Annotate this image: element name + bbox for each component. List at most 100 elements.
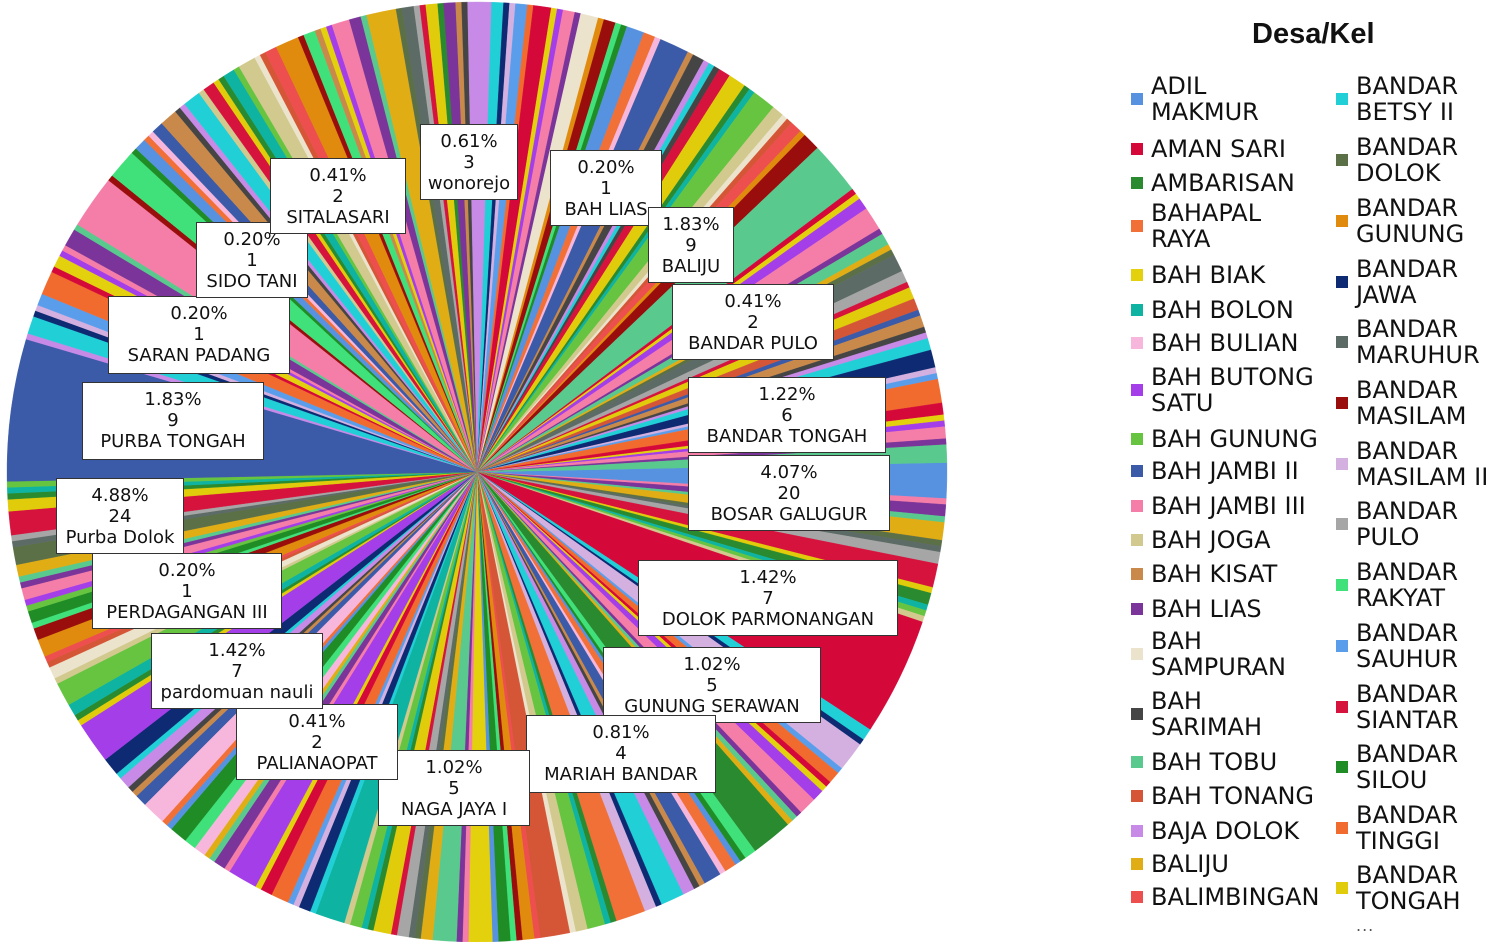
slice-callout: 4.88% 24 Purba Dolok [56,478,184,554]
slice-name: PALIANAOPAT [256,753,378,774]
slice-name: SARAN PADANG [127,345,271,366]
legend-item: BANDAR GUNUNG [1336,195,1464,247]
legend-label: BAH KISAT [1151,560,1278,588]
legend-swatch [1131,756,1143,768]
legend-swatch [1131,433,1143,445]
legend-swatch [1336,640,1348,652]
legend-swatch [1336,822,1348,834]
legend-swatch [1336,579,1348,591]
legend-item: BAH BULIAN [1131,330,1298,356]
legend-item: BANDAR SAUHUR [1336,620,1458,672]
legend-label: BAHAPAL RAYA [1151,199,1262,253]
slice-count: 7 [762,588,774,609]
legend-swatch [1131,858,1143,870]
slice-count: 1 [600,178,612,199]
slice-callout: 1.02% 5 GUNUNG SERAWAN [603,647,821,723]
legend-item: BANDAR TINGGI [1336,802,1458,854]
legend-item: BANDAR PULO [1336,498,1458,550]
legend-label: BAH SAMPURAN [1151,627,1286,681]
slice-callout: 1.02% 5 NAGA JAYA I [378,750,530,826]
legend-swatch [1336,93,1348,105]
slice-percent: 0.20% [577,157,635,178]
legend-swatch [1336,761,1348,773]
slice-callout: 0.20% 1 PERDAGANGAN III [92,553,282,629]
slice-callout: 0.41% 2 BANDAR PULO [672,284,834,360]
legend-swatch [1131,269,1143,281]
legend-item: BAHAPAL RAYA [1131,200,1261,252]
legend-swatch [1131,568,1143,580]
legend-item: BANDAR BETSY II [1336,73,1458,125]
legend-item: BAH BIAK [1131,262,1265,288]
legend-swatch [1131,891,1143,903]
slice-name: Purba Dolok [65,527,175,548]
legend-label: BAJA DOLOK [1151,817,1300,845]
legend-label: BAH GUNUNG [1151,425,1318,453]
legend-item: BAH TOBU [1131,749,1277,775]
legend-swatch [1336,882,1348,894]
slice-name: BANDAR PULO [688,333,818,354]
slice-percent: 0.41% [724,291,782,312]
legend-item: BANDAR SIANTAR [1336,681,1459,733]
legend-swatch [1131,500,1143,512]
legend-item: BAH LIAS [1131,596,1262,622]
legend-label: BANDAR SIANTAR [1356,680,1459,734]
legend-item: BALIMBINGAN [1131,884,1320,910]
slice-name: BOSAR GALUGUR [710,504,868,525]
legend-label: BALIJU [1151,850,1229,878]
legend-label: BAH TONANG [1151,782,1315,810]
legend-swatch [1131,534,1143,546]
slice-percent: 4.07% [760,462,818,483]
slice-percent: 1.83% [662,214,720,235]
slice-count: 5 [706,675,718,696]
slice-count: 2 [747,312,759,333]
slice-name: BANDAR TONGAH [706,426,868,447]
slice-percent: 0.20% [158,560,216,581]
slice-count: 1 [193,324,205,345]
legend-item: BAH JAMBI II [1131,458,1299,484]
legend-label: BANDAR GUNUNG [1356,194,1465,248]
legend-swatch [1131,384,1143,396]
legend-swatch [1131,825,1143,837]
legend-swatch [1131,177,1143,189]
legend-swatch [1336,458,1348,470]
slice-percent: 0.41% [288,711,346,732]
slice-callout: 0.20% 1 BAH LIAS [550,150,662,226]
slice-name: pardomuan nauli [160,682,314,703]
slice-percent: 0.20% [170,303,228,324]
legend-item: BAH SAMPURAN [1131,628,1286,680]
slice-percent: 1.02% [683,654,741,675]
slice-count: 5 [448,778,460,799]
slice-callout: 0.41% 2 SITALASARI [270,158,406,234]
slice-name: SITALASARI [286,207,390,228]
legend-item: BAH BOLON [1131,297,1294,323]
slice-callout: 1.42% 7 DOLOK PARMONANGAN [638,560,898,636]
slice-percent: 0.81% [592,722,650,743]
legend-label: BAH BUTONG SATU [1151,363,1314,417]
slice-count: 4 [615,743,627,764]
slice-name: GUNUNG SERAWAN [624,696,800,717]
slice-name: BALIJU [661,256,721,277]
slice-name: DOLOK PARMONANGAN [661,609,875,630]
slice-count: 7 [231,661,243,682]
slice-count: 1 [181,581,193,602]
legend-label: BANDAR MASILAM [1356,376,1467,430]
slice-callout: 0.81% 4 MARIAH BANDAR [526,715,716,793]
legend-item: BANDAR MASILAM [1336,377,1466,429]
legend-label: BANDAR DOLOK [1356,133,1458,187]
legend-item: BAH BUTONG SATU [1131,364,1314,416]
legend-swatch [1131,790,1143,802]
legend-item: BANDAR TONGAH [1336,862,1461,914]
legend-item: BANDAR MARUHUR [1336,316,1480,368]
legend-swatch [1336,154,1348,166]
slice-percent: 1.22% [758,384,816,405]
slice-callout: 0.61% 3 wonorejo [420,124,518,200]
legend-swatch [1336,701,1348,713]
legend-title: Desa/Kel [1252,18,1375,50]
slice-percent: 0.20% [223,229,281,250]
legend-item: BAH GUNUNG [1131,426,1318,452]
slice-percent: 1.42% [208,640,266,661]
legend-item: BAJA DOLOK [1131,818,1299,844]
legend-swatch [1336,276,1348,288]
legend-label: AMAN SARI [1151,135,1286,163]
slice-percent: 1.02% [425,757,483,778]
